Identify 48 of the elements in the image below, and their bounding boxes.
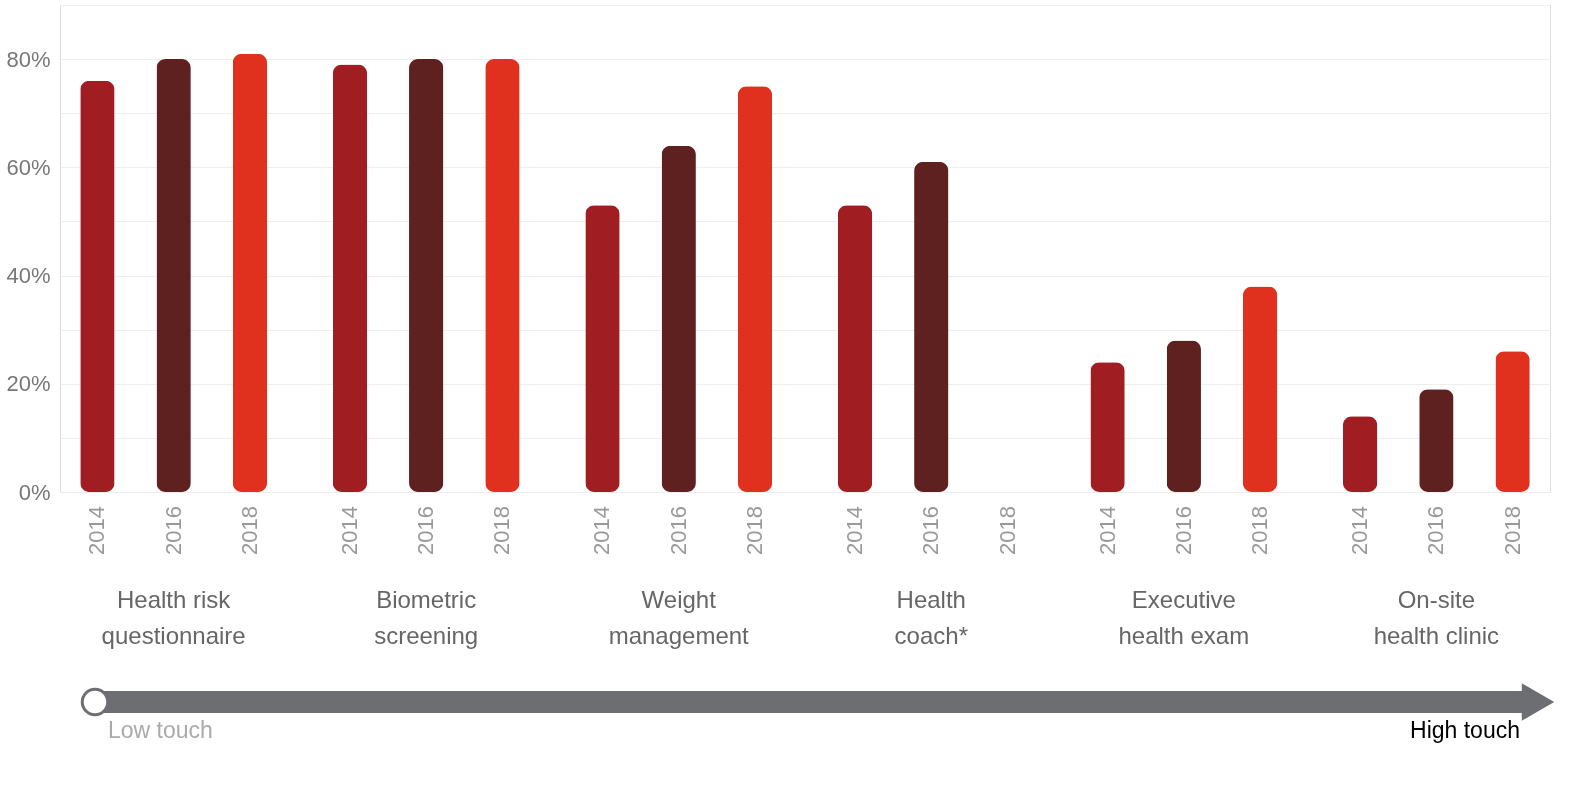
text: 2018 (994, 506, 1020, 555)
text: 2018 (489, 506, 515, 555)
y-tick-label: 20% (6, 371, 51, 397)
bar (1419, 389, 1454, 492)
text: 2016 (1170, 506, 1196, 555)
y-tick-label: 0% (18, 479, 51, 505)
bar (156, 59, 191, 492)
bar (737, 86, 773, 492)
x-tick-label: Biometric screening (374, 586, 479, 649)
text: Low touch (108, 717, 213, 743)
text: 2018 (1247, 506, 1273, 555)
bar (1242, 286, 1278, 492)
bar (80, 80, 115, 492)
x-tick-label: Health coach* (894, 586, 968, 649)
text: 2018 (1499, 506, 1525, 555)
x-tick-label: On-site health clinic (1373, 586, 1500, 649)
bar (837, 205, 873, 492)
y-tick-label: 40% (6, 263, 51, 289)
y-tick-label: 80% (6, 46, 51, 72)
text: 2018 (741, 506, 767, 555)
x-tick-label: Executive health exam (1118, 586, 1250, 649)
x-tick-label: Weight management (608, 586, 750, 649)
bar (485, 59, 520, 492)
y-tick-label: 60% (6, 154, 51, 180)
bar (914, 161, 949, 492)
text: 2016 (665, 506, 691, 555)
bar (1090, 362, 1125, 492)
text: 2016 (1423, 506, 1449, 555)
bar (1495, 351, 1530, 492)
bar (1166, 340, 1201, 492)
bar (332, 64, 368, 492)
text: 2016 (160, 506, 186, 555)
text: 2018 (236, 506, 262, 555)
bar (585, 205, 620, 492)
bar (1342, 416, 1378, 492)
text: 2014 (1347, 506, 1373, 555)
text: 2014 (1094, 506, 1120, 555)
bar (409, 59, 444, 492)
text: 2014 (842, 506, 868, 555)
x-tick-label: Health risk questionnaire (101, 586, 246, 649)
text: 2016 (413, 506, 439, 555)
text: 2014 (84, 506, 110, 555)
bar (661, 145, 696, 492)
text: High touch (1410, 717, 1520, 743)
text: 2016 (918, 506, 944, 555)
bar (232, 53, 268, 492)
text: 2014 (336, 506, 362, 555)
text: 2014 (589, 506, 615, 555)
